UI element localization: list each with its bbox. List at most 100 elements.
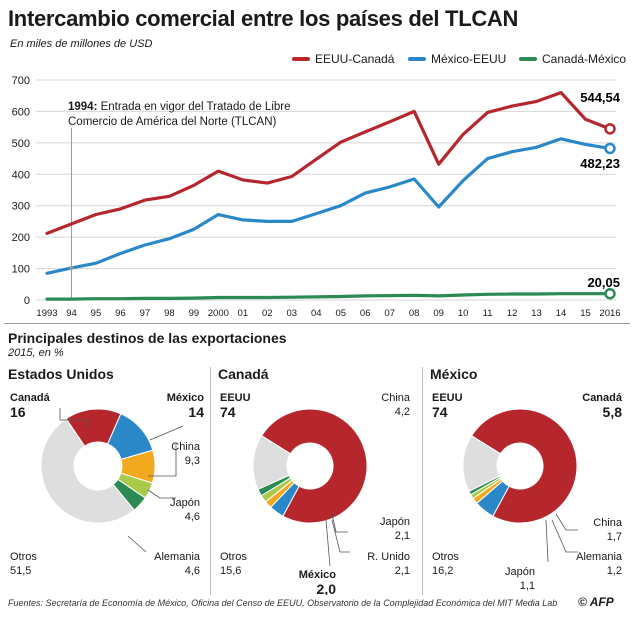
donut-1 [252, 408, 368, 524]
donut-2 [462, 408, 578, 524]
y-tick-label: 700 [12, 75, 30, 87]
x-tick-label: 06 [360, 308, 371, 319]
end-label-canada-mexico: 20,05 [587, 275, 620, 290]
x-tick-label: 09 [433, 308, 444, 319]
x-tick-label: 05 [335, 308, 346, 319]
panel-title-canada: Canadá [218, 366, 269, 382]
leader-line [148, 444, 177, 477]
legend-label: Canadá-México [542, 52, 627, 66]
x-tick-label: 15 [580, 308, 591, 319]
donut-label-name: Canadá [582, 392, 623, 404]
donut-label-value: 15,6 [220, 565, 241, 577]
x-tick-label: 98 [164, 308, 175, 319]
annotation-line-2: Comercio de América del Norte (TLCAN) [68, 116, 277, 128]
donut-label-name: China [593, 517, 623, 529]
leader-line [331, 519, 350, 553]
grid [36, 79, 616, 301]
donut-label-name: Alemania [154, 551, 201, 563]
donut-label-value: 4,2 [395, 406, 410, 418]
x-tick-label: 95 [91, 308, 102, 319]
donut-label-value: 14 [188, 404, 204, 420]
leader-line [149, 425, 184, 441]
donut-slice [462, 435, 502, 492]
donut-slice [40, 418, 135, 524]
donut-label-value: 5,8 [603, 404, 623, 420]
donut-label-value: 4,6 [185, 565, 200, 577]
leader-line [555, 513, 578, 531]
legend-item-canada-mexico: Canadá-México [519, 52, 626, 66]
series-line-0 [45, 91, 612, 235]
donut-label-value: 9,3 [185, 455, 200, 467]
legend-swatch [292, 57, 310, 61]
donut-label-name: R. Unido [367, 551, 410, 563]
donut-label-name: EEUU [432, 392, 463, 404]
x-tick-label: 96 [115, 308, 126, 319]
donut-label-value: 2,1 [395, 530, 410, 542]
line-chart: 0 100 200 300 400 500 600 700 1993 94 95 96 97 98 99 2… [12, 75, 621, 319]
donut-label-name: China [171, 441, 201, 453]
end-label-mexico-eeuu: 482,23 [580, 156, 620, 171]
legend-label: México-EEUU [431, 52, 507, 66]
y-tick-label: 600 [12, 106, 30, 118]
panel-divider [210, 367, 211, 595]
x-tick-label: 07 [384, 308, 395, 319]
donut-slice [252, 435, 292, 490]
y-tick-label: 300 [12, 201, 30, 213]
donut-charts: Canadá16México14China9,3Japón4,6Alemania… [10, 392, 623, 595]
section-subtitle: 2015, en % [8, 347, 64, 359]
legend-swatch [519, 57, 537, 61]
donut-slice [260, 408, 368, 524]
leader-line [331, 513, 348, 533]
donut-label-name: China [381, 392, 411, 404]
x-tick-label: 14 [556, 308, 567, 319]
donut-label-name: Japón [505, 566, 535, 578]
donut-label-value: 2,0 [317, 581, 337, 595]
chart-title: Intercambio comercial entre los países d… [8, 6, 519, 31]
end-label-eeuu-canada: 544,54 [580, 90, 621, 105]
x-tick-label: 12 [507, 308, 518, 319]
series-group [45, 91, 616, 301]
series-endpoint [604, 123, 616, 135]
tlcan-marker-dot [69, 265, 74, 270]
annotation-line-1: 1994: Entrada en vigor del Tratado de Li… [68, 101, 291, 113]
x-tick-label: 1993 [36, 308, 57, 319]
donut-slice [470, 408, 578, 524]
donut-label-name: EEUU [220, 392, 251, 404]
donut-label-value: 74 [220, 404, 236, 420]
legend-item-mexico-eeuu: México-EEUU [408, 52, 506, 66]
panel-divider [422, 367, 423, 595]
donut-label-name: Otros [10, 551, 37, 563]
y-axis-ticks: 0 100 200 300 400 500 600 700 [12, 75, 30, 307]
leader-line [147, 489, 176, 499]
donut-label-name: Otros [432, 551, 459, 563]
x-tick-label: 97 [140, 308, 151, 319]
series-line-1 [45, 137, 612, 275]
leader-line [545, 519, 549, 563]
donut-label-value: 1,2 [607, 565, 622, 577]
donut-label-name: México [299, 569, 337, 581]
donut-label-value: 4,6 [185, 511, 200, 523]
panel-title-estados-unidos: Estados Unidos [8, 366, 114, 382]
x-tick-label: 2016 [599, 308, 620, 319]
section-divider [4, 323, 630, 324]
sources-footer: Fuentes: Secretaría de Economía de Méxic… [8, 598, 558, 608]
series-endpoint [604, 142, 616, 155]
donut-label-value: 16,2 [432, 565, 453, 577]
series-line-2 [45, 292, 612, 301]
donut-label-name: Canadá [10, 392, 51, 404]
annotation-text-1: Entrada en vigor del Tratado de Libre [97, 101, 290, 113]
x-tick-label: 02 [262, 308, 273, 319]
section-title: Principales destinos de las exportacione… [8, 330, 287, 346]
leader-line [59, 408, 89, 428]
series-endpoint [604, 287, 616, 300]
donut-label-value: 51,5 [10, 565, 31, 577]
panel-title-mexico: México [430, 366, 478, 382]
afp-logo: © AFP [578, 595, 614, 609]
legend-label: EEUU-Canadá [315, 52, 395, 66]
y-tick-label: 100 [12, 264, 30, 276]
chart-subtitle: En miles de millones de USD [10, 38, 153, 50]
agency-name: AFP [589, 595, 614, 609]
x-tick-label: 99 [189, 308, 200, 319]
donut-label-value: 2,1 [395, 565, 410, 577]
x-tick-label: 11 [483, 308, 493, 319]
